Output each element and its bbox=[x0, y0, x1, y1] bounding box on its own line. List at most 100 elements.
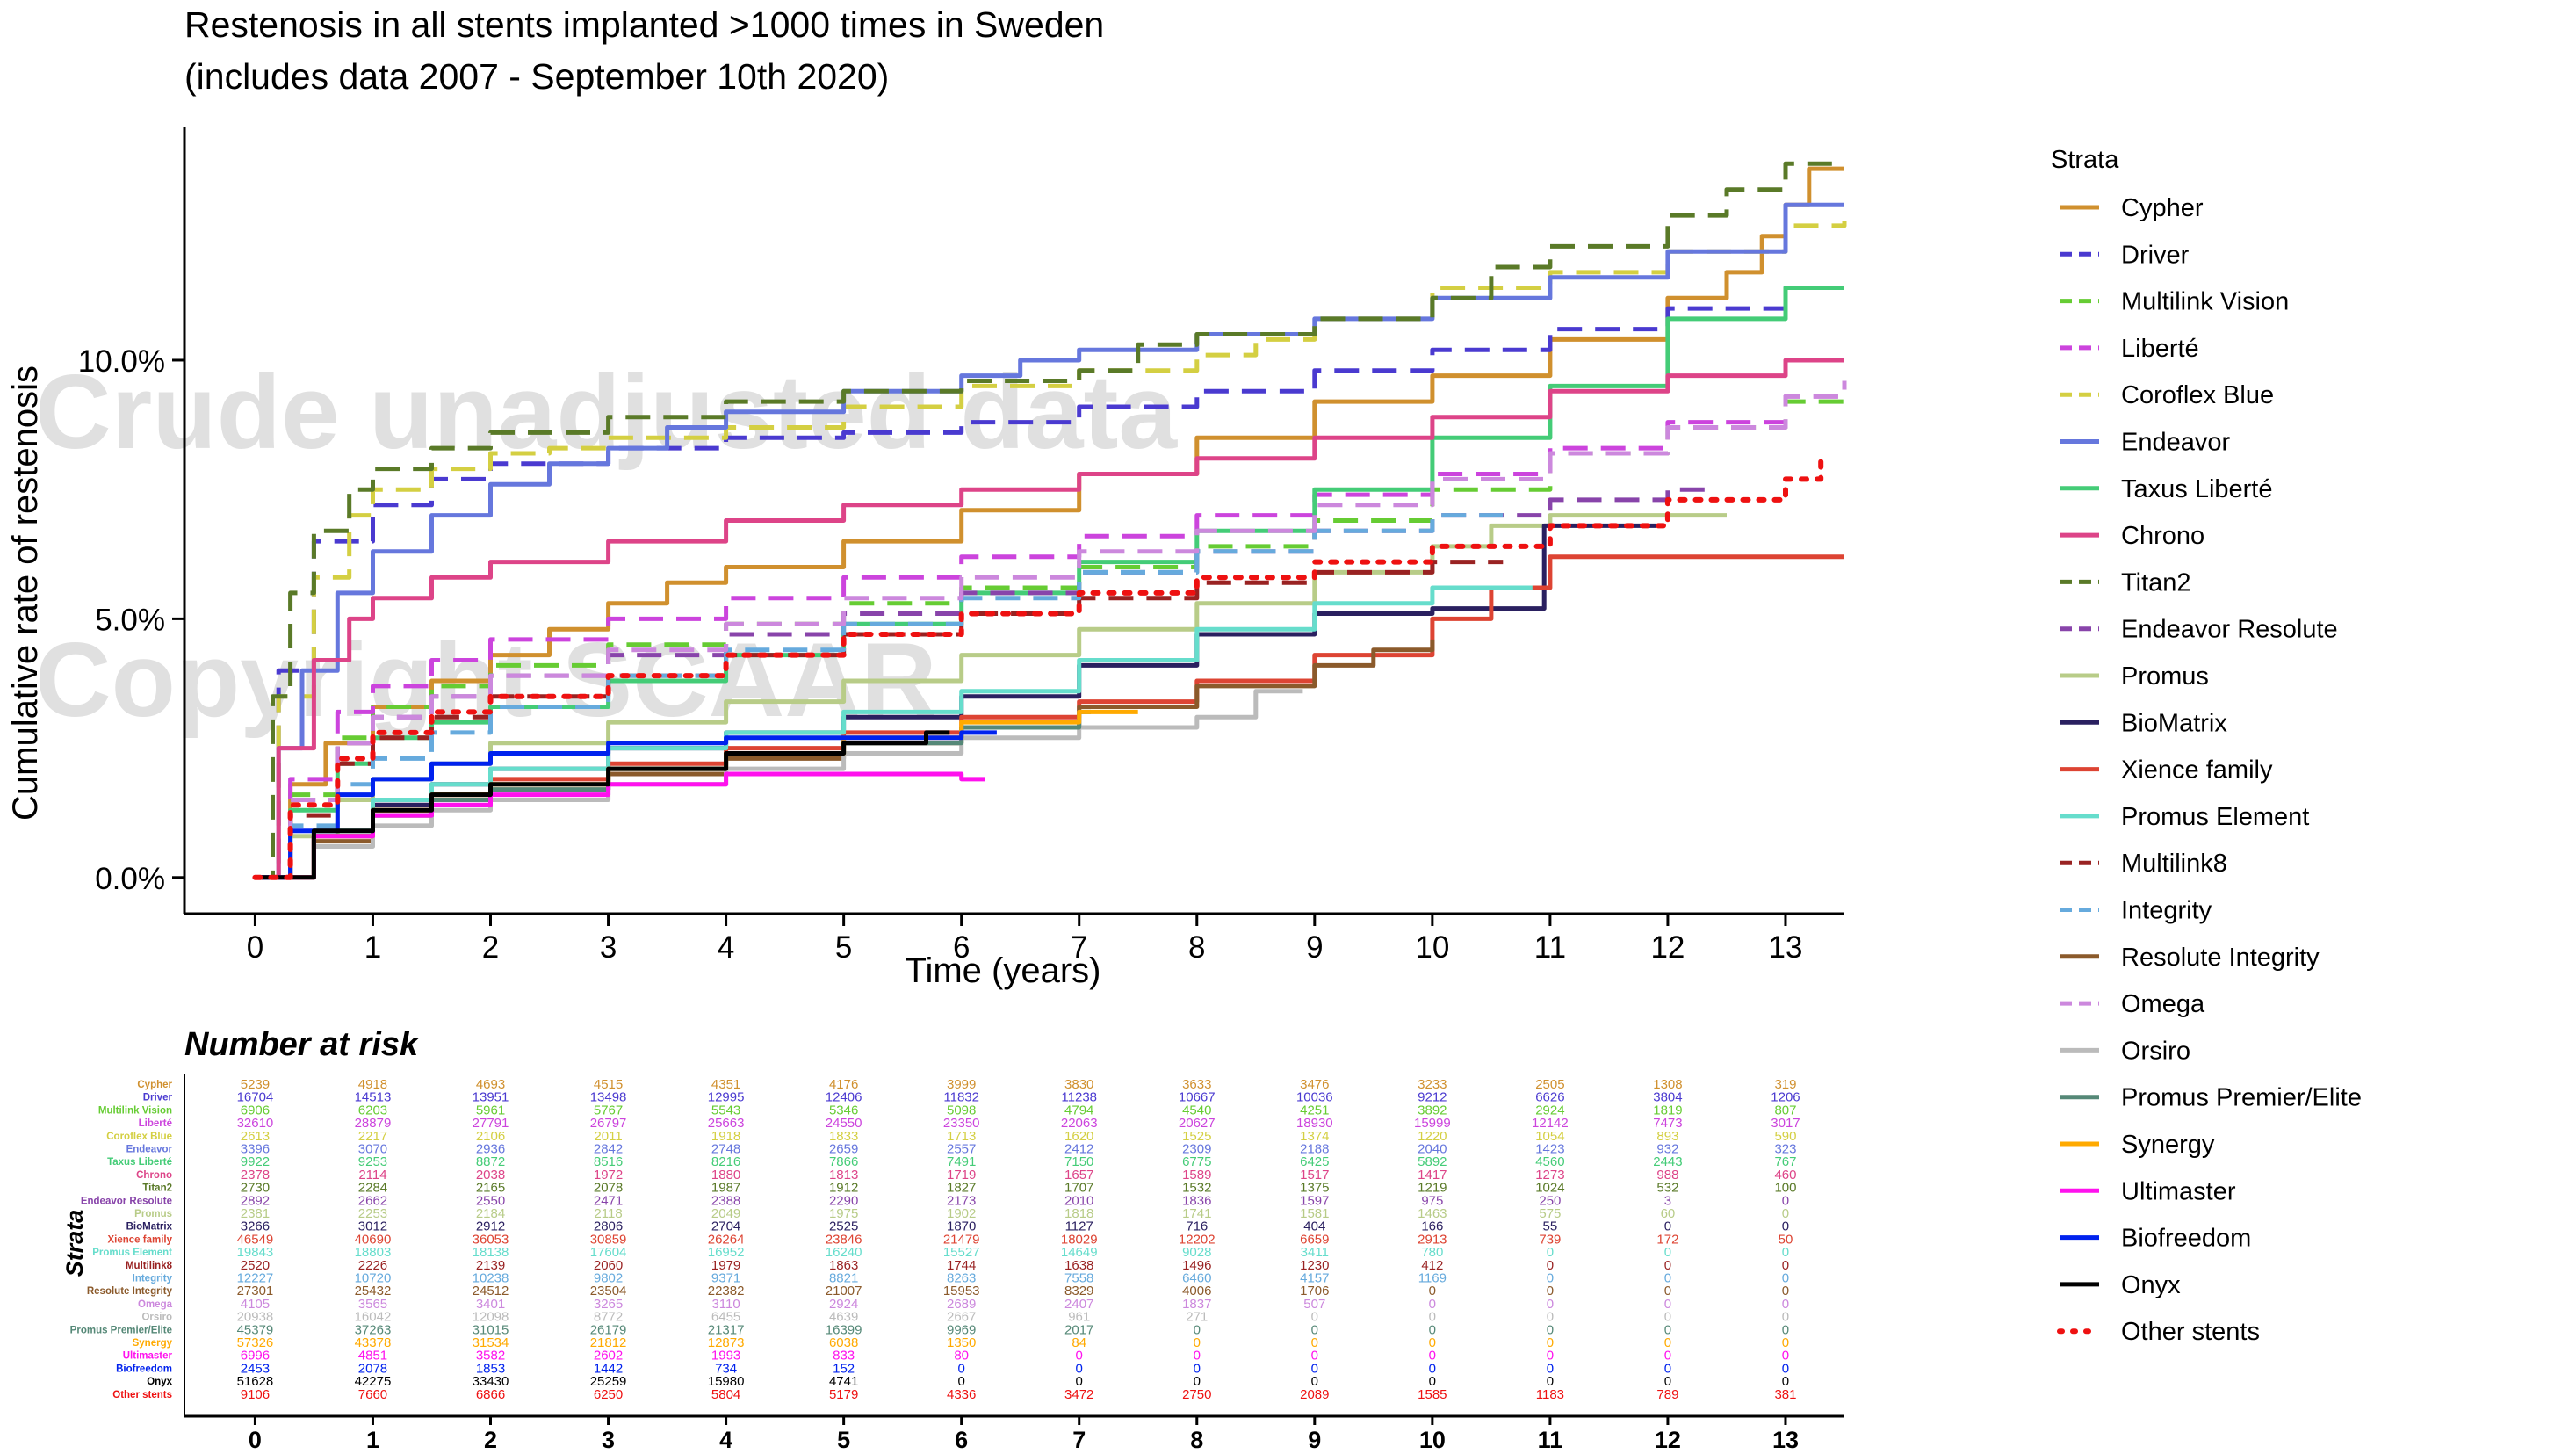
risk-cell: 2924 bbox=[829, 1297, 858, 1312]
risk-x-tick-label: 12 bbox=[1655, 1427, 1681, 1450]
risk-cell: 0 bbox=[1782, 1322, 1789, 1337]
risk-row-label-ultimaster: Ultimaster bbox=[123, 1351, 173, 1362]
risk-cell: 1837 bbox=[1182, 1297, 1211, 1312]
risk-cell: 21479 bbox=[943, 1232, 980, 1247]
risk-row-label-endeavor-resolute: Endeavor Resolute bbox=[81, 1196, 172, 1206]
risk-cell: 0 bbox=[1429, 1297, 1436, 1312]
risk-cell: 1853 bbox=[476, 1361, 505, 1376]
risk-cell: 3265 bbox=[594, 1297, 623, 1312]
risk-cell: 13498 bbox=[590, 1090, 627, 1105]
risk-cell: 0 bbox=[1429, 1310, 1436, 1325]
risk-cell: 893 bbox=[1656, 1129, 1678, 1144]
y-tick-label: 0.0% bbox=[95, 862, 165, 896]
risk-cell: 0 bbox=[1429, 1361, 1436, 1376]
risk-cell: 0 bbox=[1664, 1335, 1671, 1350]
risk-cell: 2505 bbox=[1535, 1077, 1564, 1092]
legend-label-ultimaster: Ultimaster bbox=[2121, 1177, 2236, 1205]
legend-title: Strata bbox=[2051, 146, 2119, 174]
risk-row-label-orsiro: Orsiro bbox=[141, 1313, 172, 1323]
risk-cell: 1836 bbox=[1182, 1193, 1211, 1208]
risk-x-tick-label: 3 bbox=[602, 1427, 615, 1450]
risk-cell: 2892 bbox=[241, 1193, 270, 1208]
risk-cell: 6250 bbox=[594, 1387, 623, 1402]
risk-cell: 21812 bbox=[590, 1335, 627, 1350]
risk-cell: 1741 bbox=[1182, 1206, 1211, 1221]
risk-cell: 2118 bbox=[594, 1206, 622, 1221]
legend-label-titan2: Titan2 bbox=[2121, 568, 2191, 597]
risk-cell: 0 bbox=[1311, 1335, 1318, 1350]
risk-cell: 250 bbox=[1539, 1193, 1561, 1208]
risk-cell: 22063 bbox=[1061, 1116, 1098, 1131]
risk-cell: 0 bbox=[1194, 1361, 1201, 1376]
risk-cell: 4176 bbox=[829, 1077, 858, 1092]
risk-cell: 16704 bbox=[237, 1090, 274, 1105]
risk-cell: 1713 bbox=[947, 1129, 976, 1144]
risk-cell: 5804 bbox=[711, 1387, 740, 1402]
risk-cell: 4918 bbox=[358, 1077, 387, 1092]
risk-cell: 28879 bbox=[355, 1116, 392, 1131]
risk-cell: 51628 bbox=[237, 1374, 274, 1389]
risk-cell: 40690 bbox=[355, 1232, 392, 1247]
risk-cell: 1993 bbox=[711, 1349, 740, 1364]
legend-label-taxus-libert: Taxus Liberté bbox=[2121, 475, 2273, 503]
risk-cell: 3401 bbox=[476, 1297, 505, 1312]
risk-cell: 2407 bbox=[1064, 1297, 1093, 1312]
risk-cell: 2165 bbox=[476, 1181, 505, 1196]
risk-cell: 0 bbox=[1194, 1374, 1201, 1389]
risk-cell: 0 bbox=[1664, 1310, 1671, 1325]
risk-cell: 8216 bbox=[711, 1154, 740, 1169]
risk-cell: 1206 bbox=[1771, 1090, 1800, 1105]
risk-cell: 739 bbox=[1539, 1232, 1561, 1247]
risk-row-label-chrono: Chrono bbox=[136, 1170, 172, 1181]
risk-cell: 3017 bbox=[1771, 1116, 1800, 1131]
risk-cell: 271 bbox=[1186, 1310, 1208, 1325]
risk-cell: 25432 bbox=[355, 1284, 392, 1298]
legend-label-omega: Omega bbox=[2121, 990, 2205, 1018]
risk-cell: 3 bbox=[1664, 1193, 1671, 1208]
y-tick-label: 5.0% bbox=[95, 603, 165, 637]
risk-cell: 1525 bbox=[1182, 1129, 1211, 1144]
risk-cell: 5239 bbox=[241, 1077, 270, 1092]
risk-cell: 0 bbox=[1664, 1245, 1671, 1260]
risk-cell: 8772 bbox=[594, 1310, 623, 1325]
risk-cell: 1597 bbox=[1300, 1193, 1329, 1208]
risk-cell: 1706 bbox=[1300, 1284, 1329, 1298]
risk-cell: 14513 bbox=[355, 1090, 392, 1105]
risk-cell: 3999 bbox=[947, 1077, 976, 1092]
risk-x-tick-label: 11 bbox=[1538, 1427, 1563, 1450]
risk-cell: 0 bbox=[1194, 1349, 1201, 1364]
risk-cell: 0 bbox=[1429, 1284, 1436, 1298]
risk-cell: 32610 bbox=[237, 1116, 274, 1131]
risk-cell: 2173 bbox=[947, 1193, 976, 1208]
risk-row-label-promus-premier-elite: Promus Premier/Elite bbox=[70, 1325, 172, 1335]
risk-cell: 1219 bbox=[1418, 1181, 1447, 1196]
risk-row-label-multilink8: Multilink8 bbox=[126, 1261, 173, 1271]
x-tick-label: 3 bbox=[600, 930, 617, 965]
risk-x-tick-label: 0 bbox=[249, 1427, 262, 1450]
risk-cell: 19843 bbox=[237, 1245, 274, 1260]
risk-cell: 13951 bbox=[473, 1090, 509, 1105]
risk-table-title: Number at risk bbox=[184, 1026, 420, 1063]
risk-cell: 3830 bbox=[1064, 1077, 1093, 1092]
risk-cell: 26179 bbox=[590, 1322, 627, 1337]
risk-cell: 0 bbox=[1782, 1297, 1789, 1312]
risk-cell: 8516 bbox=[594, 1154, 623, 1169]
risk-cell: 2750 bbox=[1182, 1387, 1211, 1402]
risk-row-label-promus: Promus bbox=[134, 1209, 172, 1219]
risk-cell: 17604 bbox=[590, 1245, 627, 1260]
series-line-driver bbox=[255, 277, 1847, 880]
risk-cell: 25259 bbox=[590, 1374, 627, 1389]
risk-cell: 2017 bbox=[1064, 1322, 1093, 1337]
risk-cell: 16240 bbox=[826, 1245, 862, 1260]
risk-cell: 46549 bbox=[237, 1232, 274, 1247]
x-tick-label: 4 bbox=[718, 930, 734, 965]
risk-x-tick-label: 4 bbox=[719, 1427, 732, 1450]
risk-cell: 84 bbox=[1072, 1335, 1086, 1350]
risk-cell: 10036 bbox=[1296, 1090, 1333, 1105]
risk-row-label-biomatrix: BioMatrix bbox=[126, 1222, 173, 1233]
risk-cell: 1517 bbox=[1300, 1168, 1329, 1183]
risk-cell: 1589 bbox=[1182, 1168, 1211, 1183]
risk-cell: 780 bbox=[1421, 1245, 1443, 1260]
risk-cell: 0 bbox=[1547, 1322, 1554, 1337]
risk-cell: 7866 bbox=[829, 1154, 858, 1169]
